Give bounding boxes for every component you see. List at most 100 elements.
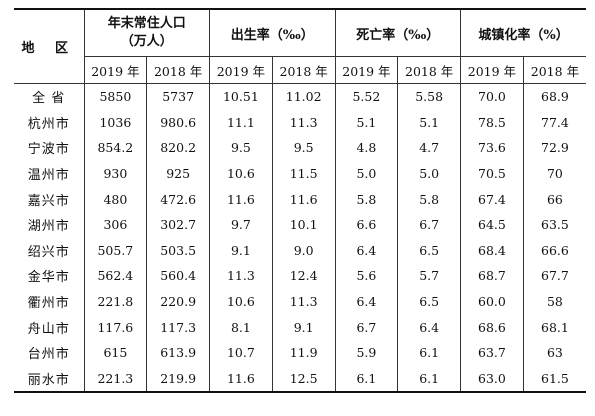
population-2018-cell: 503.5	[146, 237, 211, 264]
population-2018-cell: 560.4	[146, 263, 211, 289]
birth-rate-2018-cell: 11.3	[272, 288, 336, 315]
header-row-years: 2019 年 2018 年 2019 年 2018 年 2019 年 2018 …	[14, 56, 587, 84]
population-2018-cell: 613.9	[146, 339, 211, 366]
birth-rate-2019-cell: 9.1	[209, 237, 273, 264]
death-rate-2018-cell: 6.5	[397, 237, 462, 264]
urbanization-2019-cell: 68.4	[460, 237, 524, 264]
urbanization-2018-cell: 61.5	[541, 370, 569, 386]
region-cell: 金华市	[14, 263, 85, 289]
urbanization-2018-cell: 63	[546, 345, 563, 361]
birth-rate-2019-cell: 11.3	[209, 263, 273, 289]
urbanization-2019-cell: 60.0	[460, 288, 524, 315]
death-rate-2018-cell: 5.0	[397, 160, 462, 187]
urbanization-2018-cell: 67.7	[541, 268, 569, 284]
birth-rate-2019-cell: 10.6	[209, 160, 273, 187]
urbanization-2019-cell: 70.0	[460, 82, 524, 110]
population-2019-cell: 480	[84, 186, 148, 212]
death-rate-2019-cell: 6.4	[335, 237, 399, 264]
table-header: 地 区 年末常住人口 （万人） 出生率（‰） 死亡率（‰） 城镇化率（%） 20…	[14, 9, 587, 84]
region-cell: 绍兴市	[14, 237, 85, 264]
population-2019-cell: 562.4	[84, 263, 148, 289]
population-2018-cell: 925	[146, 160, 211, 187]
birth-rate-2019-cell: 10.7	[209, 339, 273, 366]
birth-rate-2018-cell: 11.9	[272, 339, 336, 366]
urbanization-2019-cell: 73.6	[460, 135, 524, 161]
birth-rate-2018-cell: 12.4	[272, 263, 336, 289]
header-row-groups: 地 区 年末常住人口 （万人） 出生率（‰） 死亡率（‰） 城镇化率（%）	[14, 9, 587, 84]
death-rate-2018-cell: 5.7	[397, 263, 462, 289]
birth-rate-2018-cell: 11.3	[272, 109, 336, 136]
year-header: 2018 年	[272, 56, 336, 84]
death-rate-2018-cell: 5.58	[397, 82, 462, 110]
table-row: 丽水市 221.3 219.9 11.6 12.5 6.1 6.1 63.0 61.5	[14, 365, 586, 393]
region-cell: 衢州市	[14, 288, 85, 315]
urbanization-2019-cell: 68.7	[460, 263, 524, 289]
population-2019-cell: 615	[84, 339, 148, 366]
urbanization-2019-cell: 63.7	[460, 339, 524, 366]
population-2018-cell: 117.3	[146, 314, 211, 340]
death-rate-2019-cell: 6.7	[335, 314, 399, 340]
population-header-line1: 年末常住人口	[107, 16, 186, 31]
population-2018-cell: 472.6	[146, 186, 211, 212]
year-header: 2019 年	[84, 56, 148, 84]
population-2018-cell: 820.2	[146, 135, 211, 161]
population-2019-cell: 854.2	[84, 135, 148, 161]
table-row: 嘉兴市 480 472.6 11.6 11.6 5.8 5.8 67.4 66	[14, 186, 586, 212]
death-rate-2018-cell: 4.7	[397, 135, 462, 161]
death-rate-2019-cell: 5.6	[335, 263, 399, 289]
death-rate-2018-cell: 6.1	[397, 365, 462, 393]
death-rate-column-header: 死亡率（‰）	[335, 9, 462, 57]
urbanization-2018-cell: 63.5	[541, 217, 569, 233]
death-rate-2018-cell: 6.7	[397, 211, 462, 238]
table-row: 绍兴市 505.7 503.5 9.1 9.0 6.4 6.5 68.4 66.6	[14, 237, 586, 264]
population-2019-cell: 306	[84, 211, 148, 238]
death-rate-2019-cell: 6.4	[335, 288, 399, 315]
birth-rate-2018-cell: 11.02	[272, 82, 336, 110]
birth-rate-2018-cell: 9.1	[272, 314, 336, 340]
birth-rate-2019-cell: 8.1	[209, 314, 273, 340]
urbanization-2018-cell: 66	[546, 191, 563, 207]
table-row: 衢州市 221.8 220.9 10.6 11.3 6.4 6.5 60.0 58	[14, 288, 586, 315]
population-2019-cell: 930	[84, 160, 148, 187]
birth-rate-2019-cell: 9.7	[209, 211, 273, 238]
urbanization-2018-cell: 77.4	[541, 114, 569, 130]
year-header: 2018 年	[523, 56, 587, 84]
death-rate-2019-cell: 4.8	[335, 135, 399, 161]
population-header-line2: （万人）	[120, 34, 173, 49]
population-2019-cell: 221.3	[84, 365, 148, 393]
death-rate-2019-cell: 5.8	[335, 186, 399, 212]
urbanization-2019-cell: 63.0	[460, 365, 524, 393]
population-2019-cell: 5850	[84, 82, 148, 110]
birth-rate-2019-cell: 10.6	[209, 288, 273, 315]
year-header: 2018 年	[146, 56, 211, 84]
population-2019-cell: 505.7	[84, 237, 148, 264]
urbanization-2019-cell: 70.5	[460, 160, 524, 187]
year-header: 2019 年	[335, 56, 399, 84]
birth-rate-2018-cell: 11.6	[272, 186, 336, 212]
region-cell: 杭州市	[14, 109, 85, 136]
urbanization-2018-cell: 68.9	[523, 82, 587, 110]
population-statistics-table-container: 地 区 年末常住人口 （万人） 出生率（‰） 死亡率（‰） 城镇化率（%） 20…	[14, 8, 587, 406]
region-cell: 湖州市	[14, 211, 85, 238]
death-rate-2019-cell: 5.9	[335, 339, 399, 366]
table-row: 宁波市 854.2 820.2 9.5 9.5 4.8 4.7 73.6 72.9	[14, 135, 586, 161]
population-2019-cell: 117.6	[84, 314, 148, 340]
urbanization-2019-cell: 78.5	[460, 109, 524, 136]
birth-rate-2018-cell: 12.5	[272, 365, 336, 393]
population-2018-cell: 220.9	[146, 288, 211, 315]
table-row: 温州市 930 925 10.6 11.5 5.0 5.0 70.5 70	[14, 160, 586, 187]
table-row: 杭州市 1036 980.6 11.1 11.3 5.1 5.1 78.5 77.4	[14, 109, 586, 136]
region-cell: 全 省	[14, 82, 85, 110]
urbanization-2019-cell: 67.4	[460, 186, 524, 212]
table-row: 台州市 615 613.9 10.7 11.9 5.9 6.1 63.7 63	[14, 339, 586, 366]
table-body: 全 省 5850 5737 10.51 11.02 5.52 5.58 70.0 68.9 杭州市…	[14, 82, 587, 393]
population-2018-cell: 219.9	[146, 365, 211, 393]
region-cell: 宁波市	[14, 135, 85, 161]
population-2019-cell: 1036	[84, 109, 148, 136]
death-rate-2019-cell: 5.52	[335, 82, 399, 110]
urbanization-rate-column-header: 城镇化率（%）	[460, 9, 587, 57]
region-cell: 嘉兴市	[14, 186, 85, 212]
region-column-header: 地 区	[14, 9, 85, 84]
death-rate-2019-cell: 6.6	[335, 211, 399, 238]
population-2018-cell: 302.7	[146, 211, 211, 238]
